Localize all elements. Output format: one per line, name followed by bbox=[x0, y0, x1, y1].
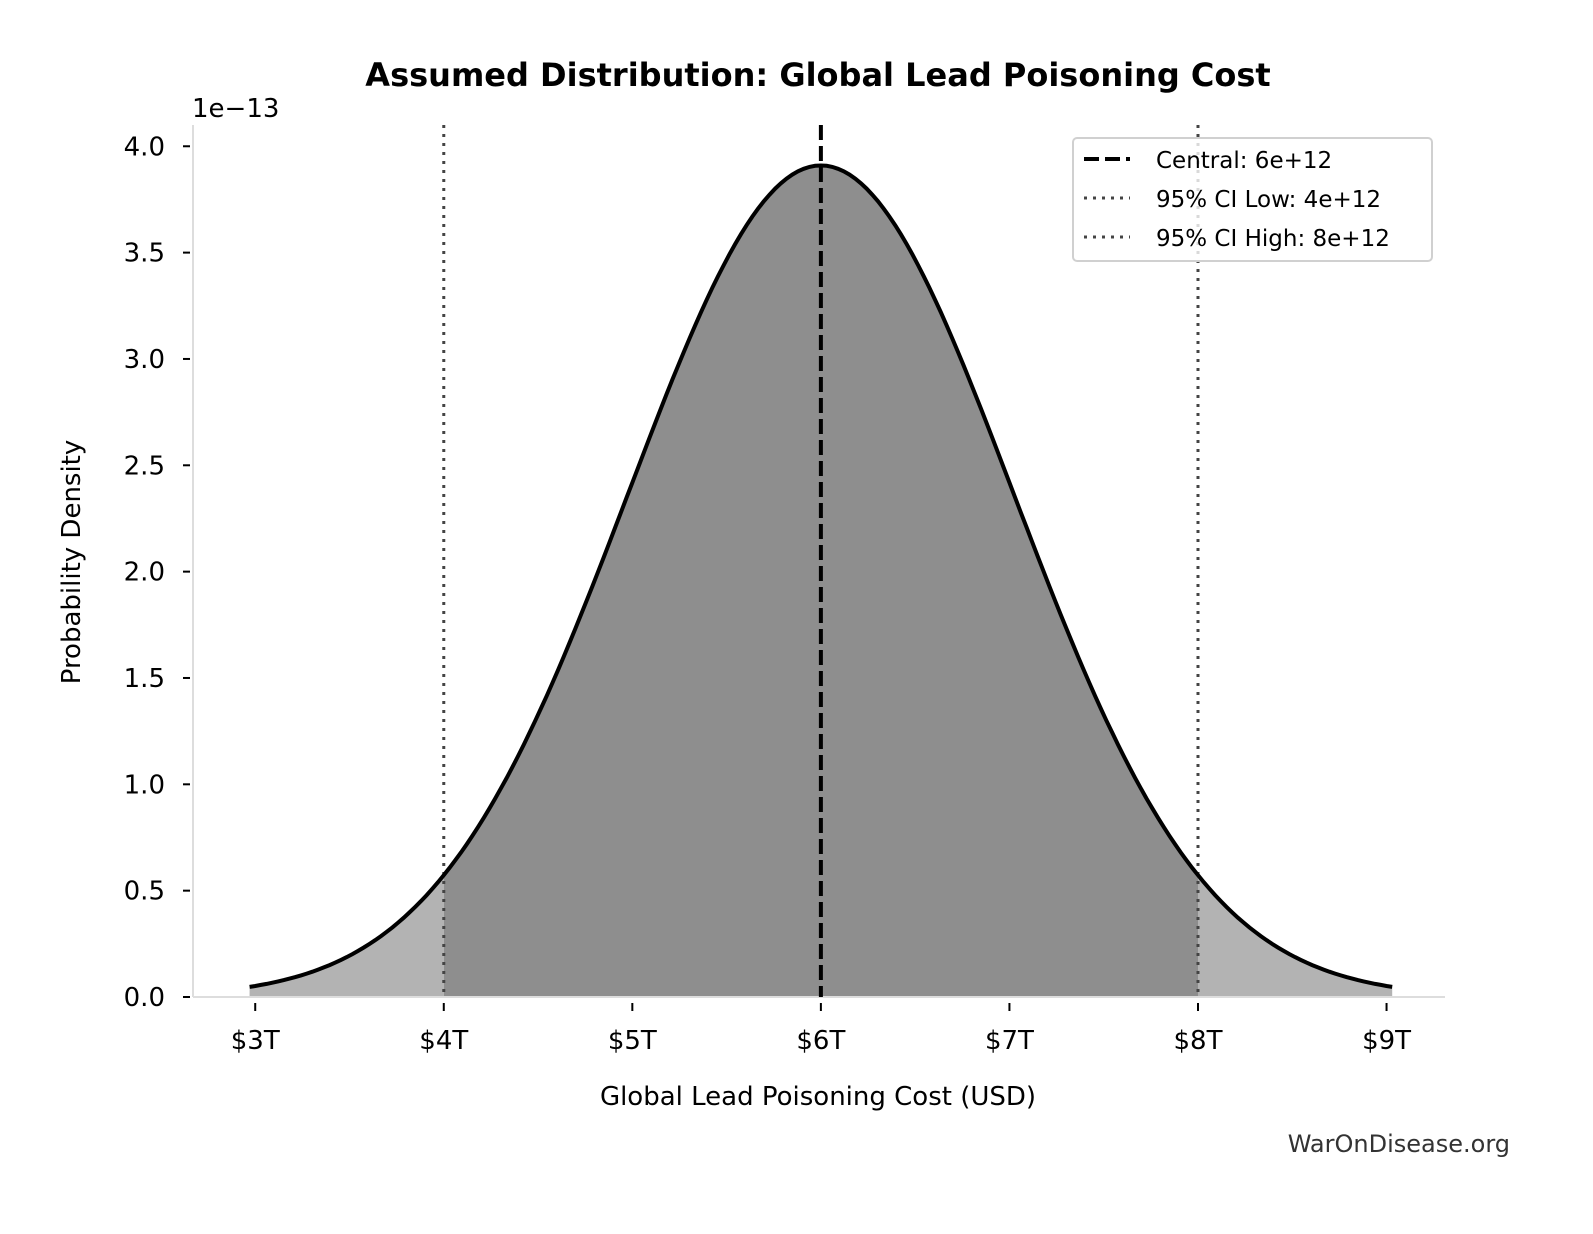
y-tick-label: 1.0 bbox=[124, 770, 165, 800]
legend-label-central: Central: 6e+12 bbox=[1156, 148, 1332, 174]
y-tick-label: 1.5 bbox=[124, 664, 165, 694]
x-tick-label: $8T bbox=[1174, 1026, 1223, 1056]
y-tick-label: 0.5 bbox=[124, 877, 165, 907]
tail-fill-left bbox=[249, 875, 444, 997]
ci-fill bbox=[443, 165, 1198, 997]
plot-area: $3T $4T $5T $6T $7T $8T $9T 0.0 0.5 1.0 1.5 2.0 2.5 3… bbox=[124, 125, 1445, 1056]
chart-title: Assumed Distribution: Global Lead Poison… bbox=[365, 56, 1270, 94]
watermark: WarOnDisease.org bbox=[1288, 1130, 1510, 1158]
y-tick-label: 4.0 bbox=[124, 132, 165, 162]
legend-label-ci-high: 95% CI High: 8e+12 bbox=[1156, 226, 1390, 252]
x-tick-label: $3T bbox=[231, 1026, 280, 1056]
y-axis-label: Probability Density bbox=[57, 440, 87, 685]
density-curve bbox=[249, 163, 1393, 989]
legend: Central: 6e+12 95% CI Low: 4e+12 95% CI … bbox=[1072, 137, 1433, 262]
x-tick-label: $9T bbox=[1362, 1026, 1411, 1056]
tail-fill-right bbox=[1197, 875, 1393, 997]
y-offset-label: 1e−13 bbox=[192, 94, 279, 124]
y-tick-label: 3.0 bbox=[124, 345, 165, 375]
legend-label-ci-low: 95% CI Low: 4e+12 bbox=[1156, 187, 1381, 213]
x-tick-label: $7T bbox=[985, 1026, 1034, 1056]
x-tick-label: $4T bbox=[419, 1026, 468, 1056]
y-tick-label: 0.0 bbox=[124, 983, 165, 1013]
x-tick-label: $6T bbox=[796, 1026, 845, 1056]
y-tick-label: 2.0 bbox=[124, 558, 165, 588]
legend-frame bbox=[1072, 137, 1433, 262]
x-axis-label: Global Lead Poisoning Cost (USD) bbox=[600, 1082, 1036, 1112]
y-tick-label: 3.5 bbox=[124, 239, 165, 269]
x-tick-label: $5T bbox=[608, 1026, 657, 1056]
y-tick-label: 2.5 bbox=[124, 451, 165, 481]
